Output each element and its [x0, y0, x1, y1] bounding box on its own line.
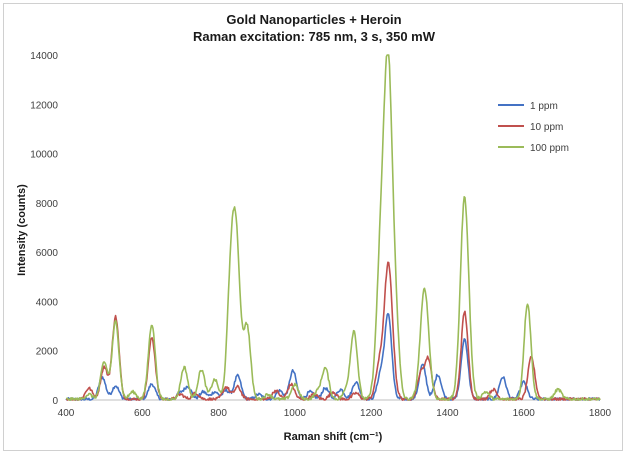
x-tick-label: 800 — [210, 408, 227, 419]
y-tick-label: 14000 — [30, 51, 58, 62]
legend-label: 1 ppm — [530, 101, 558, 112]
y-tick-label: 10000 — [30, 150, 58, 161]
y-tick-labels: 0 2000 4000 6000 8000 10000 12000 14000 — [30, 51, 58, 407]
y-tick-label: 0 — [52, 396, 58, 407]
x-tick-label: 600 — [134, 408, 151, 419]
legend-label: 10 ppm — [530, 122, 563, 133]
legend-label: 100 ppm — [530, 143, 569, 154]
chart-frame — [3, 3, 623, 451]
x-tick-label: 1600 — [513, 408, 536, 419]
y-axis-label: Intensity (counts) — [16, 184, 28, 276]
legend: 1 ppm 10 ppm 100 ppm — [498, 101, 569, 154]
x-axis-label: Raman shift (cm⁻¹) — [284, 431, 383, 443]
y-tick-label: 4000 — [36, 297, 59, 308]
x-tick-labels: 400 600 800 1000 1200 1400 1600 1800 — [58, 408, 612, 419]
series-lines — [65, 54, 601, 401]
y-tick-label: 6000 — [36, 248, 59, 259]
chart-subtitle: Raman excitation: 785 nm, 3 s, 350 mW — [192, 29, 436, 44]
y-tick-label: 12000 — [30, 100, 58, 111]
x-tick-label: 400 — [58, 408, 75, 419]
y-tick-label: 8000 — [36, 199, 59, 210]
x-tick-label: 1200 — [360, 408, 383, 419]
y-tick-label: 2000 — [36, 347, 59, 358]
x-tick-label: 1000 — [284, 408, 307, 419]
x-tick-label: 1400 — [436, 408, 459, 419]
x-tick-label: 1800 — [589, 408, 612, 419]
chart-title: Gold Nanoparticles + Heroin — [226, 12, 402, 27]
series-line-100-ppm — [65, 54, 601, 401]
